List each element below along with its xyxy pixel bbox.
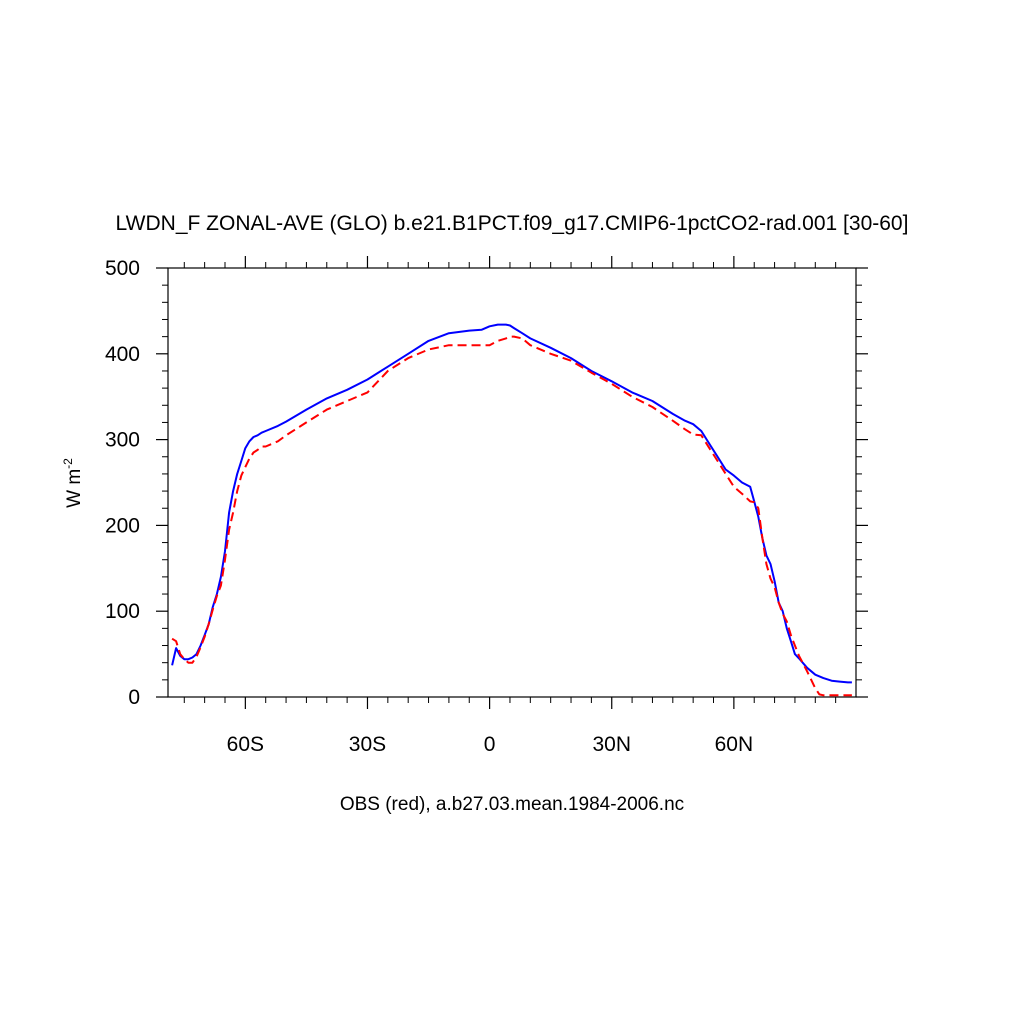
minor-ticks xyxy=(162,262,862,703)
x-axis-label: OBS (red), a.b27.03.mean.1984-2006.nc xyxy=(340,794,684,815)
y-tick-label: 400 xyxy=(105,343,140,366)
major-ticks xyxy=(156,256,868,709)
y-tick-label: 200 xyxy=(105,514,140,537)
x-tick-label: 0 xyxy=(484,733,496,756)
y-axis-label-superscript: -2 xyxy=(61,458,75,469)
series-line-blue-solid xyxy=(171,323,852,684)
plot-frame xyxy=(167,267,857,698)
x-tick-label: 30N xyxy=(592,733,631,756)
chart-title: LWDN_F ZONAL-AVE (GLO) b.e21.B1PCT.f09_g… xyxy=(116,212,909,235)
series-group xyxy=(171,323,852,697)
plot-area: 60S 30S 0 30N 60N 0 100 200 300 400 500 xyxy=(105,256,868,756)
y-axis-label: W m-2 xyxy=(61,458,85,508)
y-tick-label: 0 xyxy=(128,686,140,709)
y-tick-label: 500 xyxy=(105,257,140,280)
x-tick-label: 60N xyxy=(715,733,754,756)
y-tick-labels: 0 100 200 300 400 500 xyxy=(105,257,140,709)
x-tick-labels: 60S 30S 0 30N 60N xyxy=(227,733,753,756)
y-tick-label: 100 xyxy=(105,600,140,623)
y-axis-label-main: W m xyxy=(64,469,85,508)
x-tick-label: 60S xyxy=(227,733,264,756)
y-tick-label: 300 xyxy=(105,429,140,452)
series-line-red-dashed xyxy=(171,335,852,697)
x-tick-label: 30S xyxy=(349,733,386,756)
